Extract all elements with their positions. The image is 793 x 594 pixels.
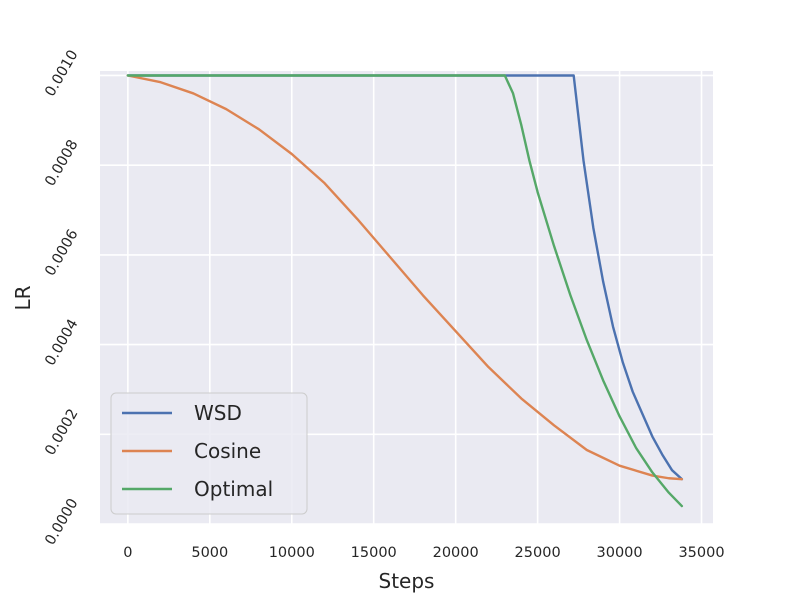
y-tick-label: 0.0008 [42,137,81,189]
series-line-optimal [126,74,684,508]
legend: WSD Cosine Optimal [110,392,308,515]
x-tick-label: 35000 [678,545,724,561]
series-line-cosine [126,74,684,481]
x-tick-label: 10000 [269,545,315,561]
legend-label-cosine: Cosine [194,439,261,463]
legend-box [110,392,308,515]
y-tick-label: 0.0010 [42,48,81,100]
x-tick-label: 20000 [433,545,479,561]
x-tick-label: 30000 [597,545,643,561]
y-tick-label: 0.0006 [42,227,81,279]
legend-label-optimal: Optimal [194,477,273,501]
x-tick-label: 0 [123,545,132,561]
x-axis-ticks: 0 5000 10000 15000 20000 25000 30000 35000 [123,545,724,561]
legend-label-wsd: WSD [194,401,242,425]
y-axis-label: LR [11,285,35,310]
x-tick-label: 5000 [191,545,228,561]
x-axis-label: Steps [379,569,435,593]
series-lines [126,74,684,508]
series-line-wsd [126,74,684,481]
y-axis-ticks: 0.0000 0.0002 0.0004 0.0006 0.0008 0.0010 [42,48,81,548]
x-tick-label: 15000 [351,545,397,561]
x-tick-label: 25000 [515,545,561,561]
y-tick-label: 0.0000 [42,496,81,548]
y-tick-label: 0.0004 [42,317,81,369]
y-tick-label: 0.0002 [42,406,81,458]
